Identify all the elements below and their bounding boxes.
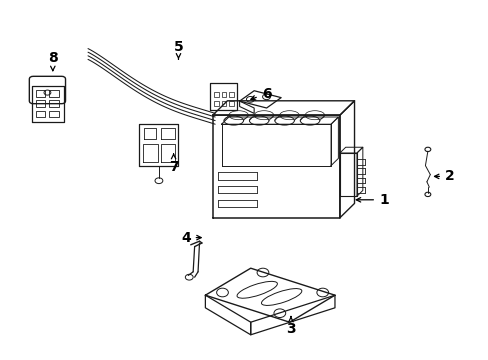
Bar: [36, 90, 45, 97]
Text: 6: 6: [250, 87, 271, 100]
Bar: [49, 90, 59, 97]
Text: 8: 8: [48, 51, 58, 71]
Text: 3: 3: [285, 317, 295, 336]
Text: 5: 5: [173, 40, 183, 59]
Bar: [49, 100, 59, 107]
Bar: [214, 92, 219, 97]
Bar: [228, 101, 233, 106]
Text: 1: 1: [356, 193, 388, 207]
Text: 4: 4: [181, 231, 201, 244]
Bar: [36, 100, 45, 107]
Text: 2: 2: [434, 170, 454, 183]
Bar: [228, 92, 233, 97]
Text: 7: 7: [168, 154, 178, 174]
Bar: [214, 101, 219, 106]
Bar: [36, 111, 45, 117]
Bar: [221, 101, 226, 106]
Bar: [49, 111, 59, 117]
Bar: [221, 92, 226, 97]
